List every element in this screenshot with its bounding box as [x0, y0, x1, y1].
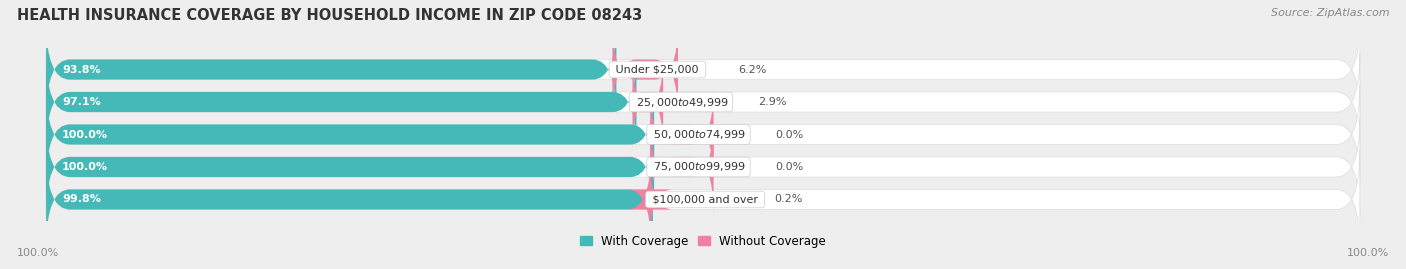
Text: 0.2%: 0.2% — [775, 194, 803, 204]
Text: 100.0%: 100.0% — [62, 129, 108, 140]
Text: Under $25,000: Under $25,000 — [613, 65, 703, 75]
Text: 99.8%: 99.8% — [62, 194, 101, 204]
FancyBboxPatch shape — [46, 21, 616, 118]
FancyBboxPatch shape — [633, 54, 664, 150]
FancyBboxPatch shape — [46, 151, 1360, 248]
Text: 2.9%: 2.9% — [758, 97, 786, 107]
Text: 0.0%: 0.0% — [776, 129, 804, 140]
FancyBboxPatch shape — [650, 119, 714, 215]
Text: 100.0%: 100.0% — [1347, 248, 1389, 258]
FancyBboxPatch shape — [46, 54, 1360, 150]
Text: HEALTH INSURANCE COVERAGE BY HOUSEHOLD INCOME IN ZIP CODE 08243: HEALTH INSURANCE COVERAGE BY HOUSEHOLD I… — [17, 8, 643, 23]
FancyBboxPatch shape — [46, 86, 654, 183]
Text: 6.2%: 6.2% — [738, 65, 766, 75]
FancyBboxPatch shape — [46, 21, 1360, 118]
Text: 100.0%: 100.0% — [17, 248, 59, 258]
Text: $100,000 and over: $100,000 and over — [650, 194, 762, 204]
Text: 100.0%: 100.0% — [62, 162, 108, 172]
FancyBboxPatch shape — [627, 151, 672, 248]
Text: $50,000 to $74,999: $50,000 to $74,999 — [650, 128, 747, 141]
FancyBboxPatch shape — [650, 86, 714, 183]
Text: $75,000 to $99,999: $75,000 to $99,999 — [650, 161, 747, 174]
Text: 97.1%: 97.1% — [62, 97, 101, 107]
Text: $25,000 to $49,999: $25,000 to $49,999 — [633, 95, 730, 108]
FancyBboxPatch shape — [46, 86, 1360, 183]
FancyBboxPatch shape — [46, 119, 654, 215]
Text: 0.0%: 0.0% — [776, 162, 804, 172]
Text: Source: ZipAtlas.com: Source: ZipAtlas.com — [1271, 8, 1389, 18]
Text: 93.8%: 93.8% — [62, 65, 101, 75]
FancyBboxPatch shape — [46, 151, 652, 248]
FancyBboxPatch shape — [46, 54, 637, 150]
Legend: With Coverage, Without Coverage: With Coverage, Without Coverage — [575, 230, 831, 253]
FancyBboxPatch shape — [46, 119, 1360, 215]
FancyBboxPatch shape — [613, 21, 678, 118]
